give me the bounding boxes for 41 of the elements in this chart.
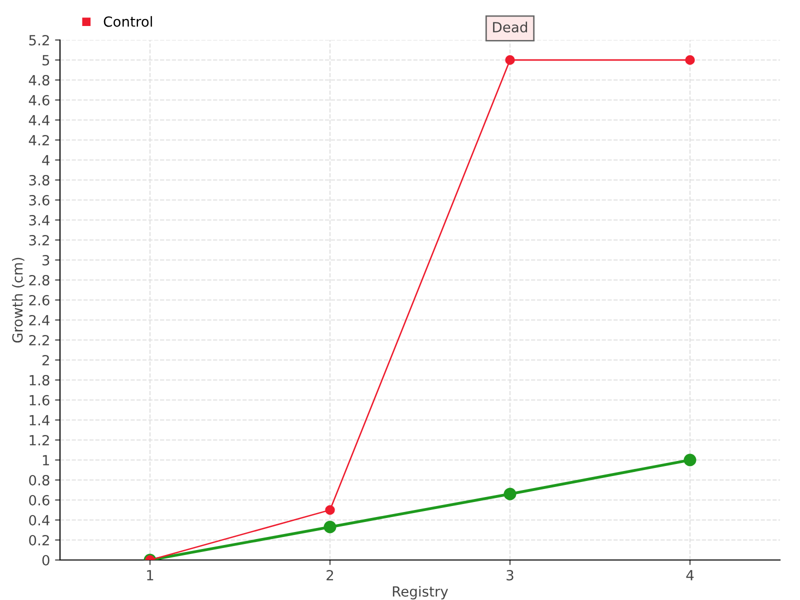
y-tick-label: 5.2 xyxy=(29,34,49,46)
y-tick-label: 0.6 xyxy=(29,494,50,506)
y-tick-label: 3.8 xyxy=(29,174,50,186)
y-tick-label: 3.2 xyxy=(29,234,49,246)
point xyxy=(684,454,696,466)
y-tick-label: 3.6 xyxy=(29,194,50,206)
y-tick-label: 1 xyxy=(42,455,49,466)
point xyxy=(325,505,335,515)
y-tick-label: 0.2 xyxy=(29,534,49,546)
point xyxy=(504,488,516,500)
y-tick-label: 0.4 xyxy=(29,514,50,526)
y-tick-label: 2 xyxy=(42,354,49,366)
y-tick-label: 3 xyxy=(42,254,50,266)
y-tick-label: 1.4 xyxy=(30,415,50,426)
y-tick-label: 1.8 xyxy=(30,374,50,386)
x-tick-label: 2 xyxy=(326,570,334,580)
y-tick-label: 0.8 xyxy=(29,474,50,486)
y-tick-label: 5 xyxy=(42,55,50,66)
y-tick-label: 2.8 xyxy=(29,274,50,286)
y-tick-label: 4.4 xyxy=(28,115,50,126)
y-tick-label: 2.4 xyxy=(29,314,50,326)
y-tick-label: 1.2 xyxy=(30,434,49,446)
legend-label: Control xyxy=(104,16,152,27)
y-tick-label: 4.8 xyxy=(28,74,50,86)
point xyxy=(505,55,515,65)
y-tick-label: 1.6 xyxy=(30,394,50,406)
x-tick-label: 3 xyxy=(506,570,514,580)
y-tick-label: 2.2 xyxy=(29,334,49,346)
annotation: Dead xyxy=(493,22,528,32)
x-tick-label: 4 xyxy=(686,570,694,580)
y-tick-label: 2.6 xyxy=(29,294,50,306)
point xyxy=(324,520,336,534)
y-tick-label: 4.6 xyxy=(28,94,50,106)
y-tick-label: 4 xyxy=(42,155,50,166)
x-axis-title: Registry xyxy=(392,586,448,600)
y-tick-label: 0 xyxy=(42,554,50,566)
point xyxy=(685,55,695,65)
y-tick-label: 3.4 xyxy=(29,214,50,226)
y-tick-label: 4.2 xyxy=(28,134,49,146)
y-axis-title: Growth (cm) xyxy=(12,258,24,343)
x-tick-label: 1 xyxy=(147,570,154,580)
